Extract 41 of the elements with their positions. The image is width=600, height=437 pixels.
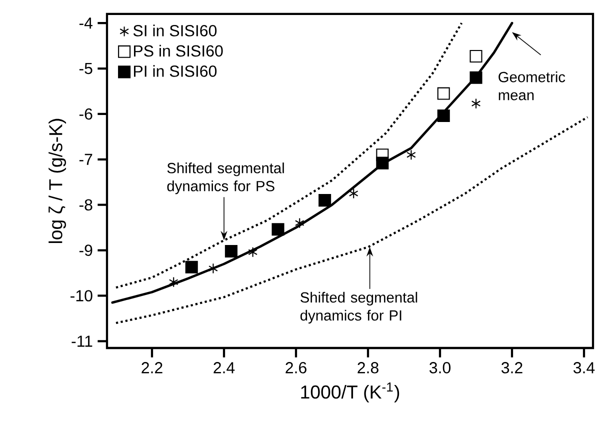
annotation: Geometric mean <box>498 71 566 100</box>
point <box>437 110 450 122</box>
x-tick-label: 2.2 <box>142 362 162 374</box>
y-tick-label: -11 <box>72 336 92 347</box>
x-tick-label: 3.0 <box>429 362 451 374</box>
legend-label: PS in SISI60 <box>134 44 223 57</box>
point <box>348 188 358 199</box>
point <box>208 263 218 274</box>
y-tick-label: -7 <box>79 154 92 165</box>
y-tick-label: -9 <box>79 244 92 256</box>
y-tick-label: -5 <box>79 62 92 74</box>
line-series <box>114 116 589 324</box>
x-tick-label: 3.2 <box>501 362 522 374</box>
y-tick-label: -6 <box>79 108 92 120</box>
annotation: Shifted segmental dynamics for PS <box>167 162 284 194</box>
point <box>406 150 416 160</box>
point <box>272 223 284 236</box>
point <box>376 156 389 170</box>
point <box>437 87 450 100</box>
x-tick-label: 2.8 <box>358 362 378 374</box>
point <box>470 71 482 84</box>
y-tick-label: -10 <box>70 290 92 302</box>
legend-label: SI in SISI60 <box>133 24 217 36</box>
x-tick-label: 2.6 <box>286 362 306 374</box>
x-axis-title: 1000/T (K$^{-1}$) <box>301 382 400 402</box>
point <box>470 50 482 63</box>
y-axis-title: log ζ / T (g/s-K) <box>48 118 66 243</box>
x-tick-label: 2.4 <box>214 362 235 374</box>
point <box>294 218 304 228</box>
point <box>471 98 481 109</box>
point <box>224 244 238 258</box>
x-tick-label: 3.4 <box>573 362 595 374</box>
y-tick-label: -4 <box>79 18 92 29</box>
point <box>168 276 178 288</box>
point <box>185 260 198 274</box>
line-series <box>114 22 463 289</box>
y-tick-label: -8 <box>79 199 92 211</box>
point <box>318 194 332 207</box>
point <box>248 246 258 258</box>
annotation: Shifted segmental dynamics for PI <box>300 292 418 324</box>
legend-label: PI in SISI60 <box>134 65 217 77</box>
